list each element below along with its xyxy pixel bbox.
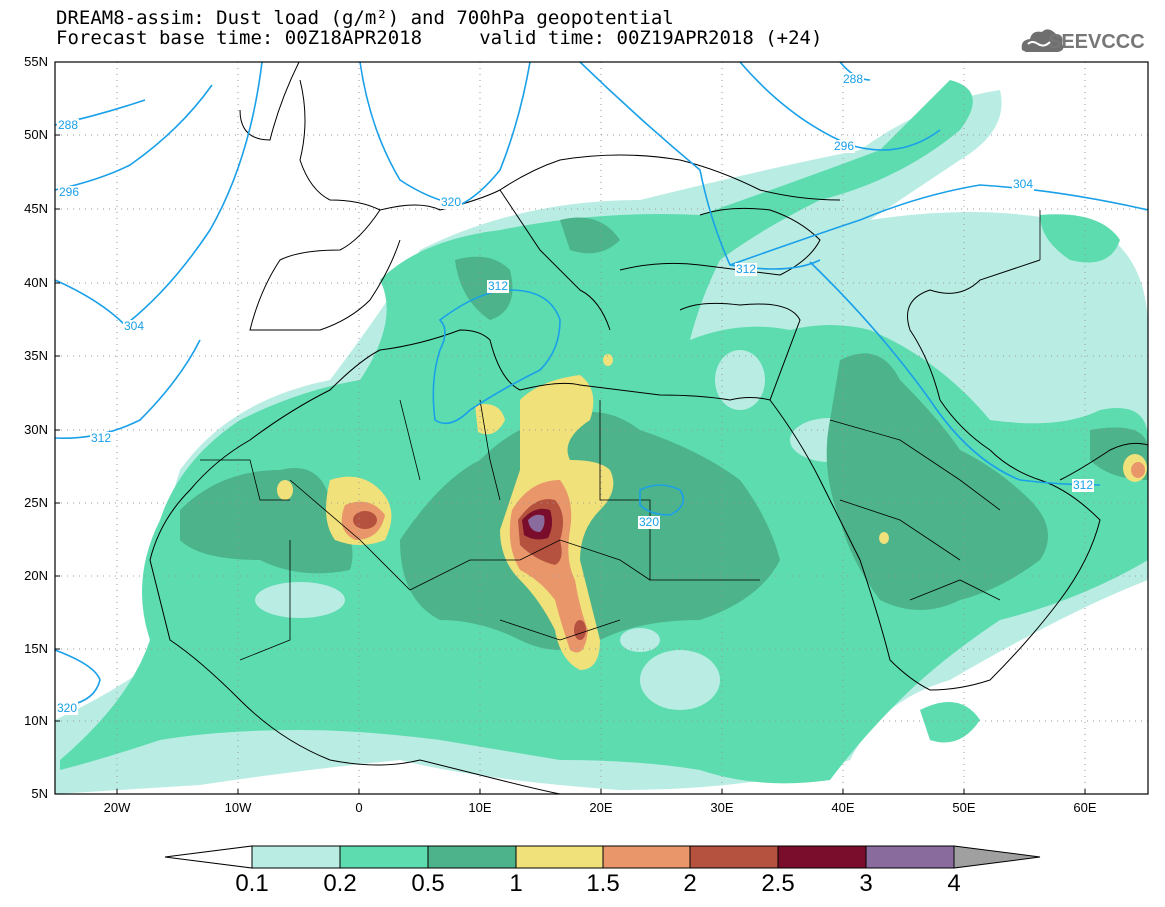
map-subtitle: Forecast base time: 00Z18APR2018 valid t… <box>56 27 823 49</box>
lon-label: 40E <box>831 800 855 815</box>
axis-ticks <box>55 61 1086 794</box>
contour-label: 312 <box>487 279 510 293</box>
lat-label: 15N <box>24 641 48 656</box>
contour-label: 312 <box>1072 478 1095 492</box>
contour-label: 304 <box>123 319 146 333</box>
colorbar-label: 0.5 <box>411 870 445 897</box>
lat-label: 10N <box>24 713 48 728</box>
lat-label: 5N <box>31 786 48 801</box>
contour-label: 312 <box>735 262 758 276</box>
lat-label: 20N <box>24 568 48 583</box>
lon-label: 0 <box>355 800 363 815</box>
graticule <box>55 62 1148 794</box>
country-borders <box>200 210 1041 661</box>
lat-label: 30N <box>24 422 48 437</box>
contour-label: 296 <box>58 185 81 199</box>
colorbar-label: 1 <box>509 870 523 897</box>
lat-label: 55N <box>24 54 48 69</box>
lon-label: 10E <box>468 800 492 815</box>
colorbar-label: 0.1 <box>235 870 269 897</box>
geopotential-contours <box>55 62 1148 706</box>
colorbar-label: 3 <box>859 870 873 897</box>
lat-label: 35N <box>24 348 48 363</box>
contour-label: 304 <box>1012 177 1035 191</box>
colorbar <box>164 845 1041 869</box>
lon-label: 50E <box>952 800 976 815</box>
contour-label: 312 <box>90 431 113 445</box>
lat-label: 25N <box>24 495 48 510</box>
colorbar-label: 1.5 <box>586 870 620 897</box>
cloud-icon <box>1021 29 1064 52</box>
seevccc-logo: SEEVCCC <box>1048 31 1145 53</box>
lat-label: 40N <box>24 275 48 290</box>
contour-label: 320 <box>638 515 661 529</box>
contour-label: 288 <box>842 72 865 86</box>
dust-level-3 <box>180 217 1148 650</box>
lon-label: 30E <box>710 800 734 815</box>
lon-label: 20E <box>589 800 613 815</box>
lon-label: 10W <box>224 800 252 815</box>
lat-label: 50N <box>24 127 48 142</box>
map-title: DREAM8-assim: Dust load (g/m²) and 700hP… <box>56 7 674 29</box>
colorbar-label: 2.5 <box>761 870 795 897</box>
lat-label: 45N <box>24 201 48 216</box>
dust-level-8 <box>528 514 545 532</box>
lon-label: 60E <box>1073 800 1097 815</box>
coastlines <box>149 62 1148 794</box>
contour-label: 296 <box>833 139 856 153</box>
colorbar-label: 4 <box>947 870 961 897</box>
colorbar-label: 0.2 <box>323 870 357 897</box>
colorbar-label: 2 <box>683 870 697 897</box>
lon-label: 20W <box>103 800 131 815</box>
contour-label: 288 <box>57 118 80 132</box>
contour-label: 320 <box>440 195 463 209</box>
contour-label: 320 <box>56 701 79 715</box>
